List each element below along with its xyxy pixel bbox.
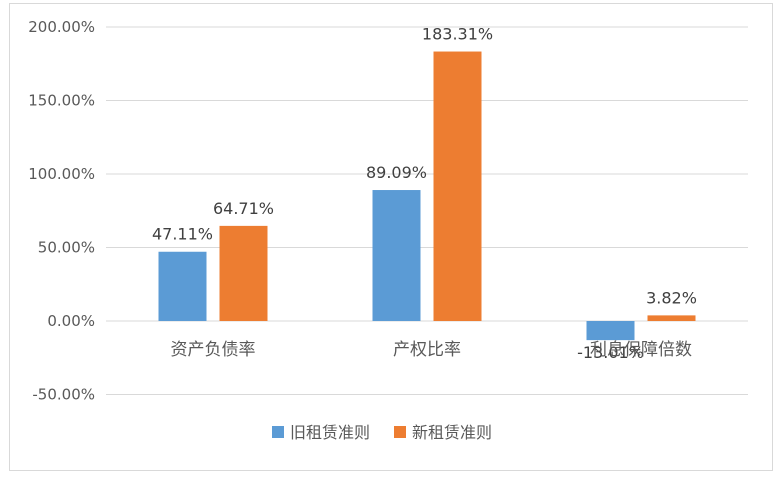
- data-label: 3.82%: [646, 288, 697, 307]
- y-tick-label: 0.00%: [47, 312, 95, 330]
- bar-old-2: [586, 321, 635, 341]
- y-tick-label: 100.00%: [28, 165, 95, 183]
- data-label: -13.01%: [577, 343, 644, 362]
- data-labels: 47.11%64.71% 89.09% 183.31% -13.01% 3.82%: [152, 25, 697, 363]
- legend: 旧租赁准则 新租赁准则: [272, 423, 492, 442]
- bar-new-2: [647, 315, 696, 321]
- bar-new-1: [433, 51, 482, 321]
- y-tick-label: 50.00%: [38, 239, 95, 257]
- legend-label: 新租赁准则: [412, 423, 492, 442]
- gridlines: [106, 26, 748, 395]
- bar-old-1: [372, 190, 421, 321]
- category-labels: 资产负债率 产权比率 利息保障倍数: [171, 340, 693, 360]
- y-axis-ticks: 200.00% 150.00% 100.00% 50.00% 0.00% -50.00%: [28, 18, 95, 404]
- legend-swatch-1: [394, 426, 406, 438]
- category-label: 产权比率: [393, 340, 461, 360]
- legend-swatch-0: [272, 426, 284, 438]
- bars: [158, 51, 696, 341]
- y-tick-label: 200.00%: [28, 18, 95, 36]
- bar-chart: 200.00%150.00%100.00%50.00%0.00%-50.00% …: [28, 18, 748, 442]
- bar-old-0: [158, 251, 207, 321]
- legend-label: 旧租赁准则: [290, 423, 370, 442]
- data-label: 47.11%: [152, 225, 213, 244]
- y-tick-label: -50.00%: [32, 386, 95, 404]
- data-label: 183.31%: [422, 25, 493, 44]
- data-label: 64.71%: [213, 199, 274, 218]
- y-tick-label: 150.00%: [28, 92, 95, 110]
- category-label: 资产负债率: [171, 340, 256, 360]
- bar-new-0: [219, 225, 268, 321]
- data-label: 89.09%: [366, 163, 427, 182]
- category-label: 利息保障倍数: [590, 340, 692, 360]
- chart-frame: 200.00% 150.00% 100.00% 50.00% 0.00% -50.00% …: [9, 3, 773, 471]
